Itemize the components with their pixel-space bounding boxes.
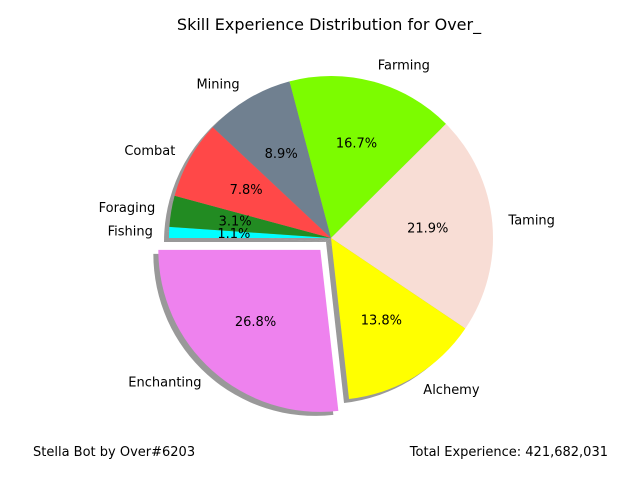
slice-mining <box>212 81 331 238</box>
slice-percent-mining: 8.9% <box>265 147 298 162</box>
slice-layer <box>158 76 493 412</box>
slice-taming <box>331 123 493 329</box>
slice-foraging <box>169 195 331 238</box>
slice-label-foraging: Foraging <box>99 201 156 216</box>
slice-percent-alchemy: 13.8% <box>361 314 402 329</box>
slice-enchanting <box>158 249 339 412</box>
chart-title: Skill Experience Distribution for Over_ <box>177 15 482 35</box>
footer-total-experience: Total Experience: 421,682,031 <box>409 445 608 460</box>
slice-percent-combat: 7.8% <box>230 183 263 198</box>
slice-label-taming: Taming <box>507 214 555 229</box>
slice-label-enchanting: Enchanting <box>128 375 201 390</box>
footer-credit: Stella Bot by Over#6203 <box>33 445 195 460</box>
slice-label-mining: Mining <box>196 77 239 92</box>
slice-fishing <box>169 226 331 238</box>
slice-label-farming: Farming <box>378 59 430 74</box>
slice-label-fishing: Fishing <box>108 224 153 239</box>
slice-combat <box>174 127 331 238</box>
slice-percent-farming: 16.7% <box>336 137 377 152</box>
label-layer: Fishing 1.1% Foraging 3.1% Combat 7.8% Mining 8… <box>99 59 555 398</box>
slice-farming <box>289 76 446 238</box>
slice-label-combat: Combat <box>124 144 175 159</box>
slice-alchemy <box>331 238 466 399</box>
slice-percent-foraging: 3.1% <box>219 214 252 229</box>
slice-percent-enchanting: 26.8% <box>235 315 276 330</box>
slice-percent-taming: 21.9% <box>407 221 448 236</box>
slice-percent-fishing: 1.1% <box>217 227 250 242</box>
slice-label-alchemy: Alchemy <box>423 383 480 398</box>
